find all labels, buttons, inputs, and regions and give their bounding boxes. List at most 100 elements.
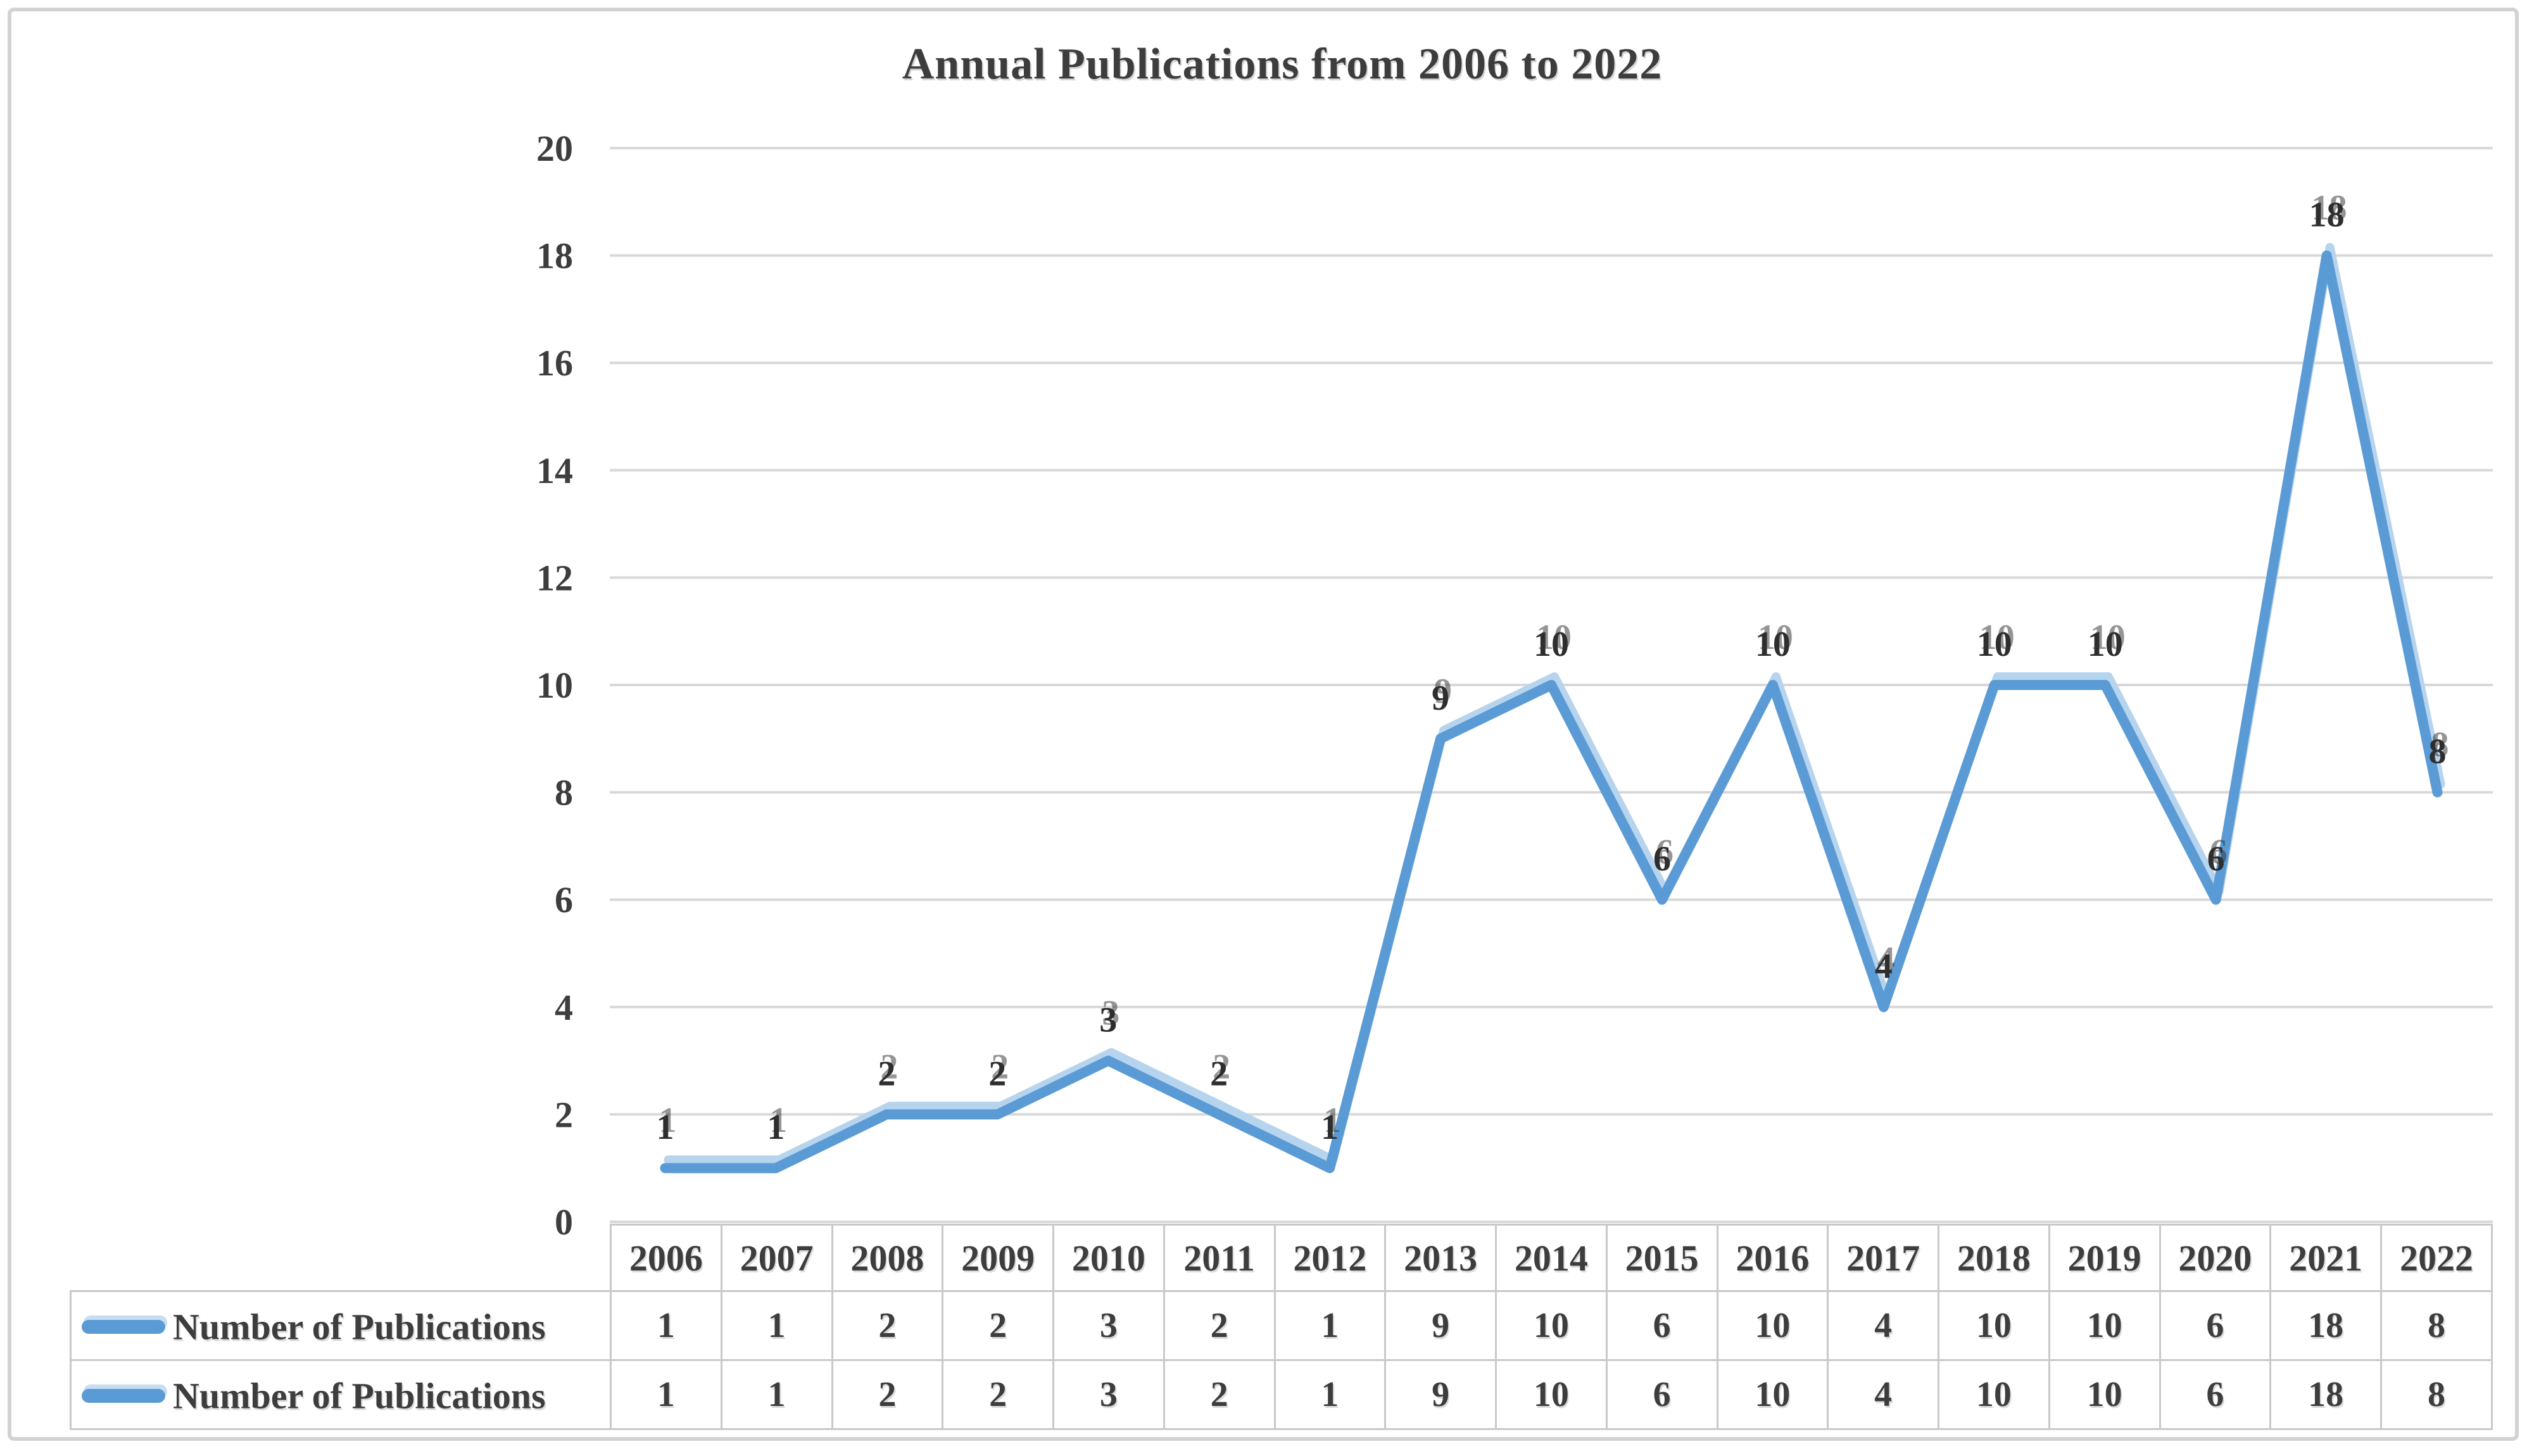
value-cell: 2 xyxy=(831,1290,944,1361)
series-line xyxy=(660,250,2443,1174)
series-line-overlap-ghost xyxy=(664,242,2445,1165)
value-cell: 2 xyxy=(942,1359,1054,1430)
y-axis-tick-label: 6 xyxy=(555,879,573,920)
value-cell: 1 xyxy=(1273,1359,1387,1430)
data-label: 2 xyxy=(988,1054,1006,1093)
y-axis-tick-label: 20 xyxy=(536,128,573,169)
value-cell: 10 xyxy=(1716,1290,1829,1361)
data-label-ghost: 1 xyxy=(1323,1101,1341,1140)
legend-label: Number of Publications xyxy=(173,1306,546,1348)
value-cell: 3 xyxy=(1052,1290,1165,1361)
chart-title: Annual Publications from 2006 to 2022 xyxy=(902,40,1663,89)
year-header-cell: 2007 xyxy=(720,1224,833,1292)
value-cell: 6 xyxy=(1605,1359,1718,1430)
data-label-ghost: 2 xyxy=(880,1047,898,1086)
data-label: 18 xyxy=(2309,196,2345,235)
year-header-cell: 2012 xyxy=(1273,1224,1387,1292)
series-table-row: Number of Publications 1 1 2 2 3 2 1 9 10 6 10 4 10 10… xyxy=(70,1359,2493,1430)
data-label: 6 xyxy=(2207,839,2225,879)
data-label-ghost: 3 xyxy=(1102,994,1119,1033)
value-cell: 3 xyxy=(1052,1359,1165,1430)
value-cell: 8 xyxy=(2380,1359,2493,1430)
year-header-cell: 2010 xyxy=(1052,1224,1165,1292)
data-label-ghost: 10 xyxy=(2090,618,2126,657)
value-cell: 10 xyxy=(1938,1359,2050,1430)
data-table: 2006 2007 2008 2009 2010 2011 2012 2013 2014 2015… xyxy=(70,1224,2493,1430)
year-header-cell: 2009 xyxy=(942,1224,1054,1292)
figure-border xyxy=(8,8,2519,1441)
data-label: 10 xyxy=(1755,625,1791,664)
value-cell: 2 xyxy=(942,1290,1054,1361)
year-header-cell: 2011 xyxy=(1163,1224,1276,1292)
value-cell: 1 xyxy=(610,1290,722,1361)
value-cell: 10 xyxy=(1716,1359,1829,1430)
data-label-ghost: 8 xyxy=(2431,725,2449,765)
table-corner-blank xyxy=(71,1225,611,1291)
data-label-ghost: 2 xyxy=(991,1047,1009,1086)
legend-cell: Number of Publications xyxy=(70,1359,612,1430)
y-axis-tick-label: 16 xyxy=(536,342,573,384)
year-header-cell: 2022 xyxy=(2380,1224,2493,1292)
value-cell: 9 xyxy=(1384,1290,1497,1361)
year-header-cell: 2006 xyxy=(610,1224,722,1292)
value-cell: 10 xyxy=(1495,1290,1608,1361)
value-cell: 10 xyxy=(1938,1290,2050,1361)
value-cell: 18 xyxy=(2269,1359,2382,1430)
data-label-ghost: 6 xyxy=(2210,832,2228,872)
value-cell: 9 xyxy=(1384,1359,1497,1430)
year-header-cell: 2016 xyxy=(1716,1224,1829,1292)
value-cell: 2 xyxy=(1163,1359,1276,1430)
year-header-cell: 2015 xyxy=(1605,1224,1718,1292)
value-cell: 1 xyxy=(720,1290,833,1361)
data-label: 4 xyxy=(1875,947,1893,986)
y-axis-tick-label: 14 xyxy=(536,450,573,491)
series-table-row: Number of Publications 1 1 2 2 3 2 1 9 10 6 10 4 10 10… xyxy=(70,1290,2493,1361)
y-axis-tick-label: 0 xyxy=(555,1202,573,1243)
year-header-cell: 2019 xyxy=(2048,1224,2161,1292)
year-header-cell: 2018 xyxy=(1938,1224,2050,1292)
value-cell: 6 xyxy=(2159,1359,2272,1430)
data-label: 3 xyxy=(1099,1001,1117,1040)
y-axis-tick-label: 2 xyxy=(555,1094,573,1135)
legend-line-icon xyxy=(82,1388,165,1403)
value-cell: 6 xyxy=(2159,1290,2272,1361)
value-cell: 4 xyxy=(1827,1290,1939,1361)
value-cell: 10 xyxy=(2048,1359,2161,1430)
value-cell: 18 xyxy=(2269,1290,2382,1361)
value-cell: 2 xyxy=(831,1359,944,1430)
data-label: 1 xyxy=(1321,1108,1339,1147)
value-cell: 1 xyxy=(610,1359,722,1430)
table-header-row: 2006 2007 2008 2009 2010 2011 2012 2013 2014 2015… xyxy=(71,1224,2493,1292)
data-label-ghost: 10 xyxy=(1979,618,2015,657)
year-header-cell: 2013 xyxy=(1384,1224,1497,1292)
year-header-cell: 2021 xyxy=(2269,1224,2382,1292)
data-label-ghost: 4 xyxy=(1877,940,1895,979)
data-label-ghost: 10 xyxy=(1758,618,1793,657)
value-cell: 1 xyxy=(720,1359,833,1430)
data-label: 8 xyxy=(2429,732,2447,772)
data-label: 10 xyxy=(1977,625,2012,664)
y-axis-tick-label: 18 xyxy=(536,235,573,277)
value-cell: 4 xyxy=(1827,1359,1939,1430)
data-label: 1 xyxy=(656,1108,674,1147)
value-cell: 6 xyxy=(1605,1290,1718,1361)
year-header-cell: 2014 xyxy=(1495,1224,1608,1292)
value-cell: 1 xyxy=(1273,1290,1387,1361)
value-cell: 10 xyxy=(2048,1290,2161,1361)
legend-cell: Number of Publications xyxy=(70,1290,612,1361)
value-cell: 10 xyxy=(1495,1359,1608,1430)
y-axis-tick-label: 4 xyxy=(555,987,573,1028)
data-label-ghost: 6 xyxy=(1656,832,1674,872)
data-label: 2 xyxy=(878,1054,895,1093)
data-label-ghost: 1 xyxy=(769,1101,787,1140)
y-axis-tick-label: 10 xyxy=(536,665,573,706)
data-label: 6 xyxy=(1653,839,1671,879)
data-label-ghost: 2 xyxy=(1213,1047,1230,1086)
data-label: 1 xyxy=(767,1108,785,1147)
year-header-cell: 2020 xyxy=(2159,1224,2272,1292)
y-axis-tick-label: 12 xyxy=(536,557,573,598)
legend-line-icon xyxy=(82,1319,165,1334)
data-label-ghost: 1 xyxy=(659,1101,676,1140)
